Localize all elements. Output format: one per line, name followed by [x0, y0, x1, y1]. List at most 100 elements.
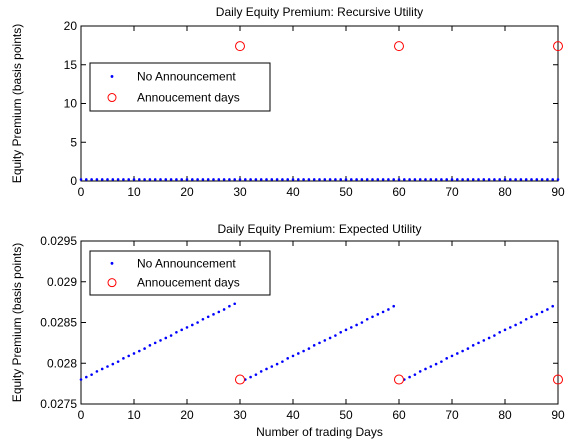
- legend-dot-marker: [110, 75, 114, 78]
- no-announcement-point: [429, 178, 433, 181]
- no-announcement-point: [85, 375, 88, 379]
- no-announcement-point: [376, 178, 380, 181]
- no-announcement-point: [365, 178, 369, 181]
- no-announcement-point: [535, 178, 539, 181]
- no-announcement-point: [164, 336, 168, 340]
- y-tick-label: 0.0285: [40, 316, 77, 330]
- no-announcement-point: [191, 323, 194, 327]
- no-announcement-point: [265, 367, 268, 371]
- x-tick-label: 20: [180, 185, 194, 199]
- no-announcement-point: [408, 375, 411, 379]
- data-marks: [79, 41, 563, 181]
- y-tick-label: 20: [64, 19, 78, 33]
- no-announcement-point: [318, 178, 321, 181]
- no-announcement-point: [95, 178, 99, 181]
- no-announcement-point: [524, 178, 528, 181]
- no-announcement-point: [466, 178, 470, 181]
- no-announcement-point: [249, 178, 252, 181]
- no-announcement-point: [403, 178, 406, 181]
- no-announcement-point: [546, 178, 549, 181]
- no-announcement-point: [387, 308, 390, 311]
- x-tick-label: 50: [339, 408, 353, 422]
- no-announcement-point: [450, 178, 454, 181]
- no-announcement-point: [418, 178, 422, 181]
- no-announcement-point: [169, 334, 173, 337]
- no-announcement-point: [429, 365, 433, 368]
- announcement-day-point: [394, 41, 404, 52]
- no-announcement-point: [122, 178, 125, 181]
- y-tick-label: 0.028: [47, 356, 77, 370]
- no-announcement-point: [360, 178, 364, 181]
- x-tick-label: 50: [339, 185, 353, 199]
- no-announcement-point: [206, 315, 210, 319]
- no-announcement-point: [291, 354, 295, 358]
- x-tick-label: 60: [392, 408, 406, 422]
- x-tick-label: 30: [233, 408, 247, 422]
- no-announcement-point: [143, 347, 146, 350]
- no-announcement-point: [551, 178, 554, 181]
- no-announcement-point: [143, 178, 146, 181]
- no-announcement-point: [148, 344, 152, 347]
- no-announcement-point: [328, 178, 332, 181]
- no-announcement-point: [312, 178, 316, 181]
- y-axis-label: Equity Premium (basis points): [10, 24, 24, 183]
- legend-box: [89, 250, 271, 296]
- no-announcement-point: [291, 178, 295, 181]
- y-tick-label: 0.0295: [40, 234, 77, 248]
- no-announcement-point: [180, 328, 183, 332]
- legend: No Announcement Annoucement days: [89, 250, 271, 296]
- no-announcement-point: [509, 178, 512, 181]
- no-announcement-point: [350, 326, 353, 329]
- x-tick-label: 20: [180, 408, 194, 422]
- no-announcement-point: [339, 330, 343, 334]
- no-announcement-point: [334, 178, 337, 181]
- no-announcement-point: [556, 178, 560, 181]
- axis-ticks: 0 10 20 30 40 50 60 70 80 90 0.0275 0.028 0.0285 0.02…: [40, 234, 565, 422]
- y-tick-label: 0.029: [47, 275, 77, 289]
- no-announcement-point: [540, 178, 544, 181]
- legend-label-no-announcement: No Announcement: [137, 69, 236, 83]
- no-announcement-point: [275, 362, 279, 366]
- no-announcement-point: [79, 378, 83, 381]
- no-announcement-point: [85, 178, 88, 181]
- no-announcement-point: [355, 323, 358, 327]
- announcement-day-point: [235, 41, 245, 52]
- y-tick-label: 5: [70, 135, 77, 149]
- no-announcement-point: [323, 339, 327, 342]
- no-announcement-point: [185, 326, 189, 329]
- no-announcement-point: [413, 373, 417, 376]
- x-tick-label: 90: [551, 185, 565, 199]
- x-tick-label: 40: [286, 408, 300, 422]
- no-announcement-point: [493, 334, 496, 337]
- no-announcement-point: [381, 178, 385, 181]
- chart-title: Daily Equity Premium: Expected Utility: [217, 222, 421, 236]
- no-announcement-point: [244, 178, 247, 181]
- no-announcement-point: [175, 330, 178, 334]
- no-announcement-point: [238, 178, 242, 181]
- no-announcement-point: [503, 178, 507, 181]
- axis-ticks: 0 10 20 30 40 50 60 70 80 90 0 5 10 15 20: [64, 19, 565, 199]
- no-announcement-point: [164, 178, 168, 181]
- no-announcement-point: [111, 362, 115, 366]
- x-tick-label: 70: [445, 408, 459, 422]
- no-announcement-point: [254, 373, 258, 376]
- no-announcement-point: [312, 344, 316, 347]
- no-announcement-point: [191, 178, 194, 181]
- no-announcement-point: [116, 360, 120, 363]
- no-announcement-point: [175, 178, 178, 181]
- no-announcement-point: [530, 178, 533, 181]
- announcement-day-point: [553, 374, 563, 385]
- no-announcement-point: [233, 302, 236, 306]
- no-announcement-point: [535, 313, 539, 316]
- no-announcement-point: [376, 313, 380, 316]
- no-announcement-point: [482, 178, 486, 181]
- no-announcement-point: [132, 178, 136, 181]
- no-announcement-point: [387, 178, 390, 181]
- x-tick-label: 10: [127, 185, 141, 199]
- no-announcement-point: [514, 178, 517, 181]
- no-announcement-point: [286, 357, 290, 360]
- no-announcement-point: [551, 304, 554, 308]
- no-announcement-point: [127, 354, 130, 358]
- no-announcement-point: [153, 178, 157, 181]
- no-announcement-point: [79, 178, 83, 181]
